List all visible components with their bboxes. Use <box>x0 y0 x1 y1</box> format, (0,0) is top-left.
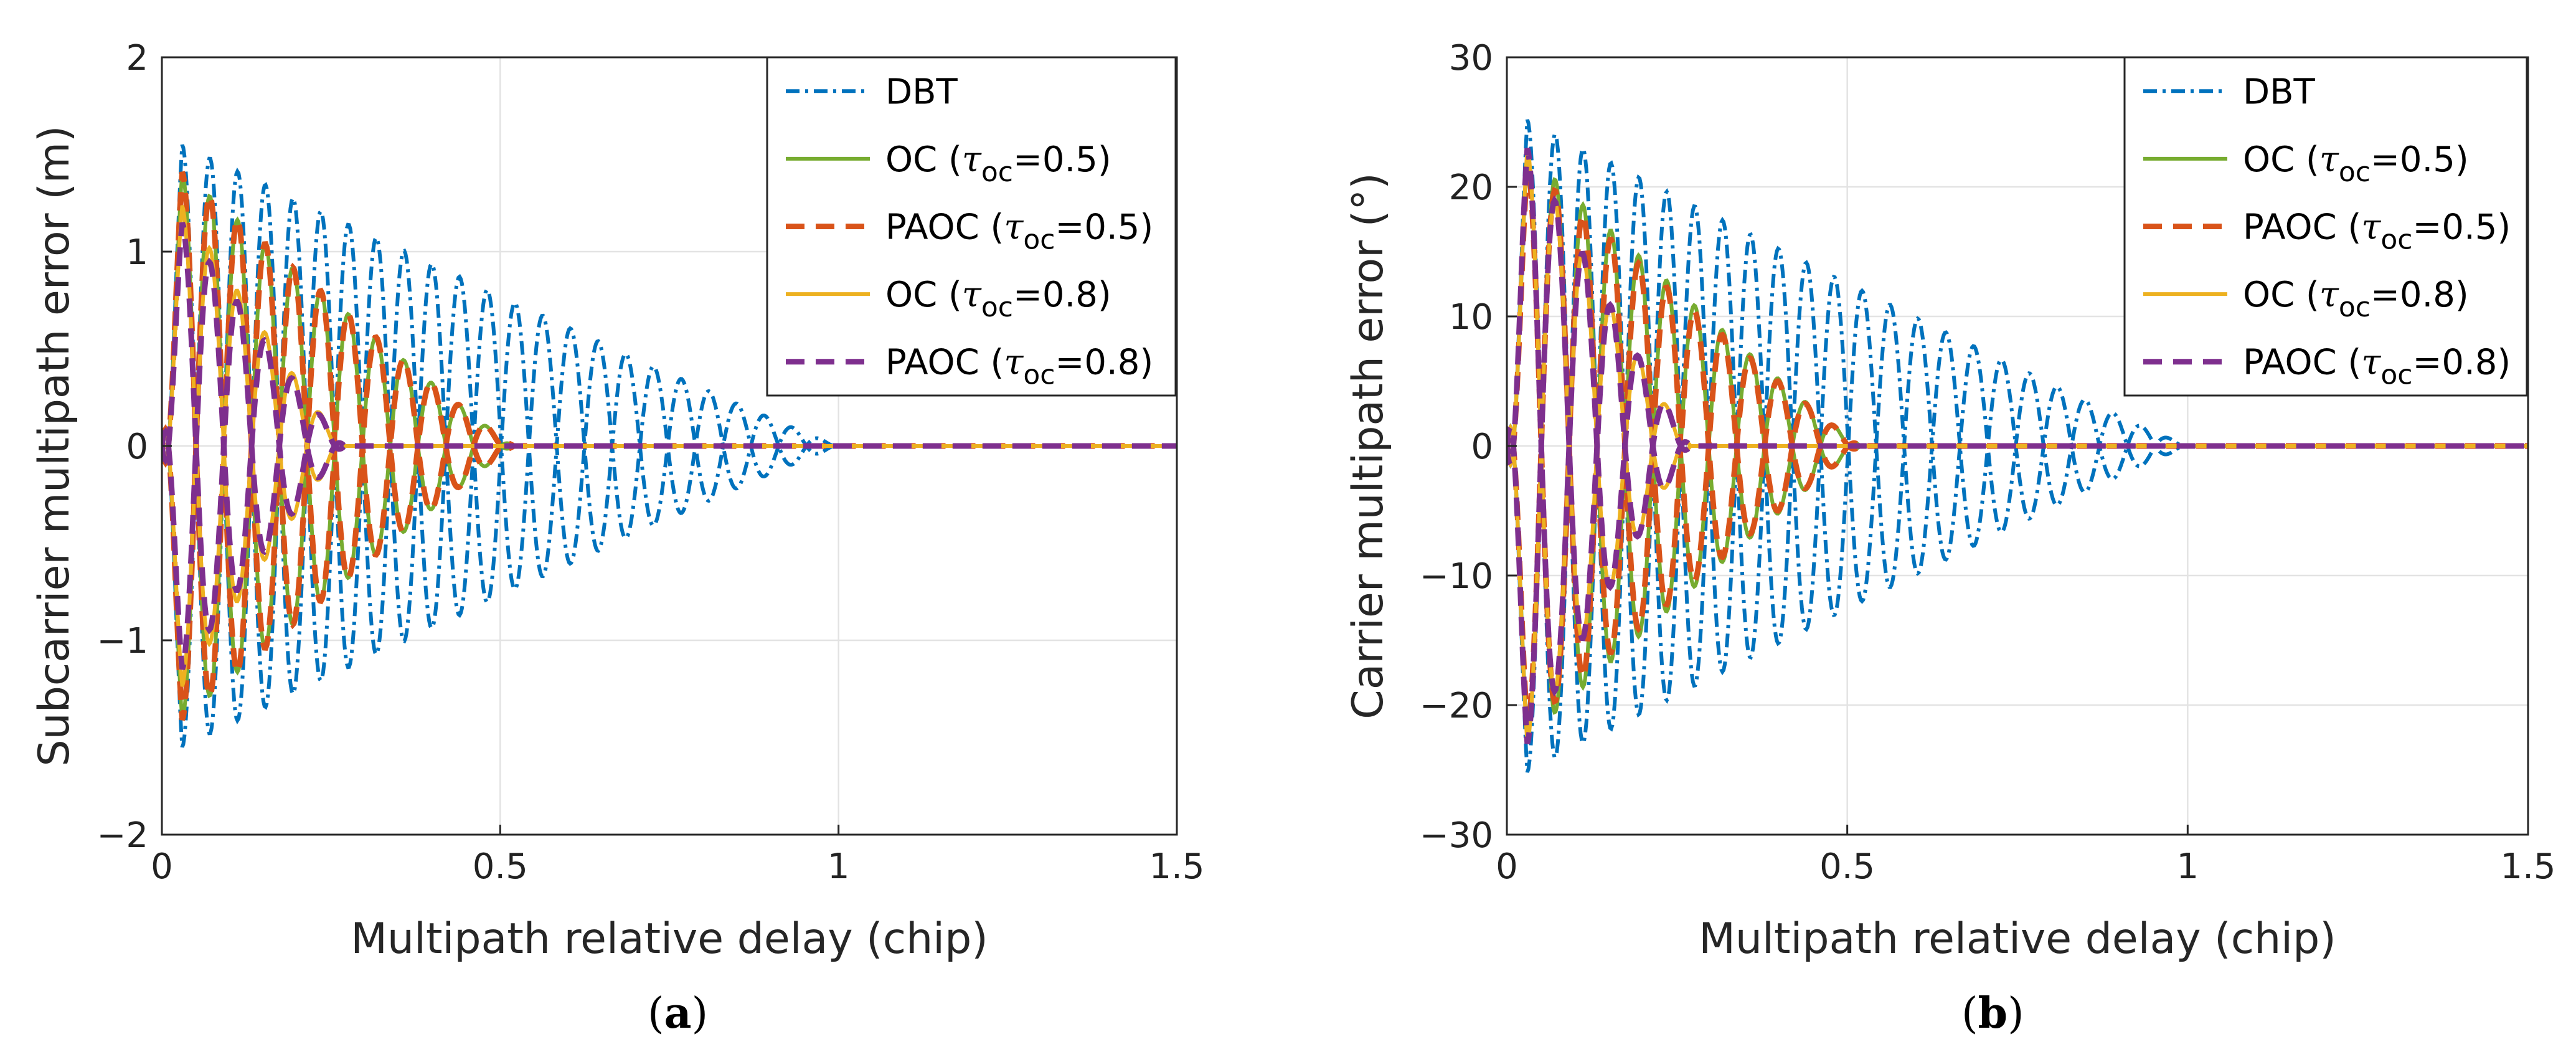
tau-symbol: τ <box>2361 207 2381 248</box>
legend-label-tail: =0.5) <box>1013 140 1111 180</box>
y-axis-label-a: Subcarrier multipath error (m) <box>30 125 79 766</box>
panel-b: 0 0.5 1 1.5 −30 −20 −10 0 10 20 30 Multipath relat… <box>1344 38 2556 1038</box>
x-axis-label-b: Multipath relative delay (chip) <box>1699 914 2336 964</box>
legend-label-tail: =0.5) <box>2412 207 2511 248</box>
y-tick-label: 0 <box>1471 427 1493 467</box>
y-tick-label: −2 <box>97 815 148 856</box>
legend-label-sub: oc <box>981 292 1013 323</box>
legend-label-5: PAOC (τoc=0.8) <box>885 343 1153 391</box>
panel-label-b-suffix: ) <box>2007 989 2024 1038</box>
x-tick-label: 0.5 <box>1819 846 1875 887</box>
panel-a: 0 0.5 1 1.5 −2 −1 0 1 2 Multipath relative delay… <box>30 38 1205 1038</box>
x-axis-label-a: Multipath relative delay (chip) <box>351 914 988 964</box>
legend-label-1: DBT <box>885 72 958 112</box>
legend-label-tail: =0.8) <box>1013 275 1111 315</box>
legend-label-3: PAOC (τoc=0.5) <box>2243 207 2511 256</box>
legend-label-main: OC ( <box>2243 140 2319 180</box>
y-tick-label: 10 <box>1449 297 1493 338</box>
tau-symbol: τ <box>1004 207 1024 248</box>
legend-label-2: OC (τoc=0.5) <box>885 140 1111 188</box>
tau-symbol: τ <box>2319 275 2339 315</box>
panel-label-a: (a) <box>648 988 708 1038</box>
panel-label-b: (b) <box>1961 988 2024 1038</box>
legend-label-4: OC (τoc=0.8) <box>885 275 1111 323</box>
legend-label-main: OC ( <box>2243 275 2319 315</box>
legend-label-tail: =0.8) <box>2371 275 2469 315</box>
legend-label-main: PAOC ( <box>885 207 1004 248</box>
legend-label-sub: oc <box>2339 156 2371 188</box>
y-tick-label: 0 <box>126 427 148 467</box>
x-tick-label: 1.5 <box>2500 846 2555 887</box>
legend-label-3: PAOC (τoc=0.5) <box>885 207 1153 256</box>
tau-symbol: τ <box>2319 140 2339 180</box>
legend-label-main: DBT <box>885 72 958 112</box>
series-line-5-lower <box>1507 195 2528 744</box>
legend-label-tail: =0.8) <box>1055 343 1153 383</box>
panel-label-a-suffix: ) <box>692 989 709 1038</box>
y-axis-label-b: Carrier multipath error (°) <box>1344 173 1393 719</box>
series-line-5-lower <box>162 257 1177 670</box>
legend-label-1: DBT <box>2243 72 2316 112</box>
legend-label-sub: oc <box>2339 292 2371 323</box>
x-tick-label: 1 <box>828 846 850 887</box>
series-line-1-upper <box>162 144 1177 736</box>
panel-label-b-prefix: ( <box>1961 989 1978 1038</box>
legend-label-main: OC ( <box>885 140 962 180</box>
panel-label-a-prefix: ( <box>648 989 664 1038</box>
tau-symbol: τ <box>2361 343 2381 383</box>
tau-symbol: τ <box>1004 343 1024 383</box>
lines-b <box>1507 119 2528 773</box>
legend-label-5: PAOC (τoc=0.8) <box>2243 343 2511 391</box>
x-tick-label: 0 <box>151 846 173 887</box>
x-tick-label: 0 <box>1496 846 1518 887</box>
legend-label-tail: =0.8) <box>2412 343 2511 383</box>
tau-symbol: τ <box>962 140 982 180</box>
legend-label-main: PAOC ( <box>2243 343 2361 383</box>
panel-label-a-letter: a <box>664 988 692 1038</box>
y-tick-label: −30 <box>1420 815 1493 856</box>
lines-a <box>162 144 1177 748</box>
x-tick-label: 0.5 <box>473 846 528 887</box>
y-tick-label: −20 <box>1420 686 1493 726</box>
legend-label-sub: oc <box>2380 224 2412 256</box>
legend-label-4: OC (τoc=0.8) <box>2243 275 2469 323</box>
legend-label-main: OC ( <box>885 275 962 315</box>
ticks-a: 0 0.5 1 1.5 −2 −1 0 1 2 <box>97 38 1204 887</box>
x-tick-label: 1.5 <box>1149 846 1204 887</box>
series-line-1-lower <box>162 156 1177 748</box>
panel-label-b-letter: b <box>1978 988 2008 1038</box>
y-tick-label: 30 <box>1449 38 1493 78</box>
legend-label-main: PAOC ( <box>885 343 1004 383</box>
y-tick-label: 2 <box>126 38 148 78</box>
legend-label-main: DBT <box>2243 72 2316 112</box>
y-tick-label: −1 <box>97 621 148 661</box>
y-tick-label: 1 <box>126 232 148 273</box>
legend-label-2: OC (τoc=0.5) <box>2243 140 2469 188</box>
tau-symbol: τ <box>962 275 982 315</box>
legend-label-main: PAOC ( <box>2243 207 2361 248</box>
legend-box <box>766 56 1177 397</box>
legend-label-sub: oc <box>2380 359 2412 391</box>
legend-label-sub: oc <box>1023 224 1055 256</box>
legend-label-sub: oc <box>981 156 1013 188</box>
legend-label-sub: oc <box>1023 359 1055 391</box>
y-tick-label: 20 <box>1449 168 1493 208</box>
x-tick-label: 1 <box>2177 846 2199 887</box>
y-tick-label: −10 <box>1420 556 1493 597</box>
legend-label-tail: =0.5) <box>2371 140 2469 180</box>
ticks-b: 0 0.5 1 1.5 −30 −20 −10 0 10 20 30 <box>1420 38 2556 887</box>
legend-label-tail: =0.5) <box>1055 207 1153 248</box>
